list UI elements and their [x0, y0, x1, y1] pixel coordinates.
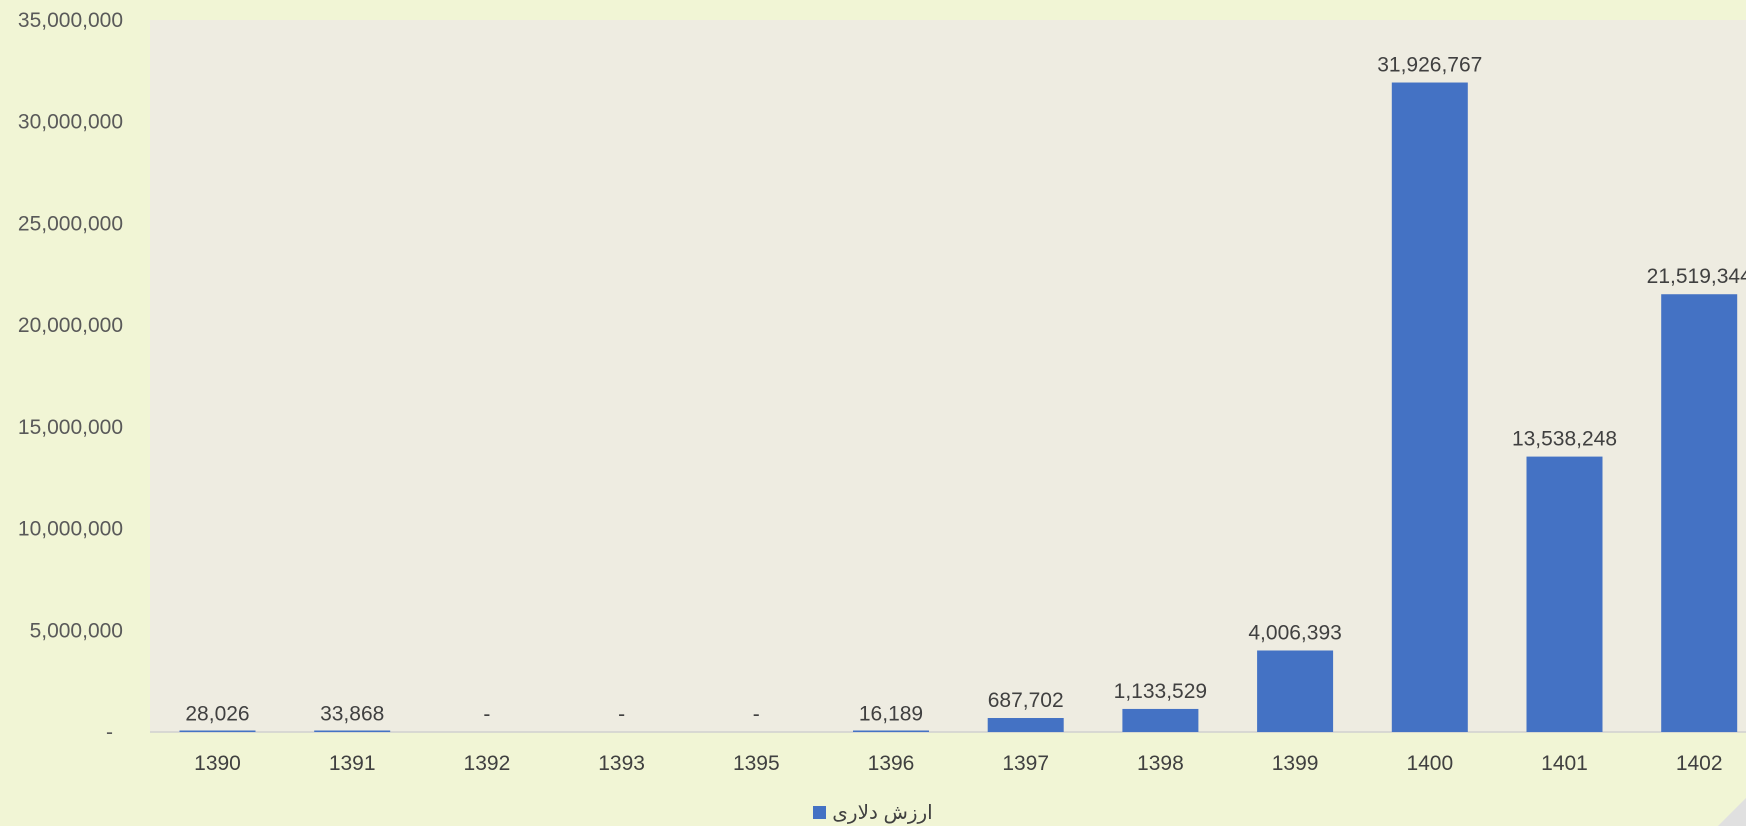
data-label: 687,702 [988, 689, 1064, 712]
y-tick-label: 15,000,000 [18, 416, 123, 439]
y-tick-label: 30,000,000 [18, 111, 123, 134]
y-tick-label: 10,000,000 [18, 518, 123, 541]
data-label: - [618, 703, 625, 726]
legend-swatch [813, 806, 827, 819]
y-tick-label: 20,000,000 [18, 314, 123, 337]
data-label: - [753, 703, 760, 726]
x-tick-label: 1398 [1137, 752, 1184, 775]
x-tick-label: 1391 [329, 752, 376, 775]
x-tick-label: 1399 [1272, 752, 1319, 775]
y-tick-label: 35,000,000 [18, 9, 123, 32]
data-label: 1,133,529 [1114, 680, 1207, 703]
corner-fold [1718, 798, 1746, 826]
x-tick-label: 1395 [733, 752, 780, 775]
x-tick-label: 1401 [1541, 752, 1588, 775]
bar [179, 730, 256, 732]
y-tick-label: 25,000,000 [18, 212, 123, 235]
x-tick-label: 1400 [1406, 752, 1453, 775]
x-tick-label: 1397 [1002, 752, 1049, 775]
data-label: 13,538,248 [1512, 428, 1617, 451]
bar [314, 730, 391, 732]
y-tick-label: 5,000,000 [30, 619, 123, 642]
bar [1391, 82, 1468, 733]
bar [1526, 456, 1603, 732]
data-label: 21,519,344 [1647, 265, 1746, 288]
data-label: 33,868 [320, 702, 384, 725]
x-tick-label: 1396 [868, 752, 915, 775]
y-tick-label: - [106, 721, 113, 744]
data-label: 31,926,767 [1377, 54, 1482, 77]
bar [1122, 708, 1199, 732]
data-label: - [483, 703, 490, 726]
x-tick-label: 1390 [194, 752, 241, 775]
legend: ارزش دلاری [0, 800, 1746, 825]
data-label: 16,189 [859, 703, 923, 726]
x-tick-label: 1402 [1676, 752, 1723, 775]
bar [1661, 294, 1738, 732]
x-tick-label: 1392 [464, 752, 511, 775]
x-tick-label: 1393 [598, 752, 645, 775]
bar [853, 730, 929, 732]
plot-area [150, 20, 1746, 732]
legend-label: ارزش دلاری [832, 802, 933, 824]
data-label: 28,026 [185, 702, 249, 725]
bar [987, 718, 1064, 732]
bar [1257, 650, 1334, 732]
data-label: 4,006,393 [1248, 621, 1341, 644]
